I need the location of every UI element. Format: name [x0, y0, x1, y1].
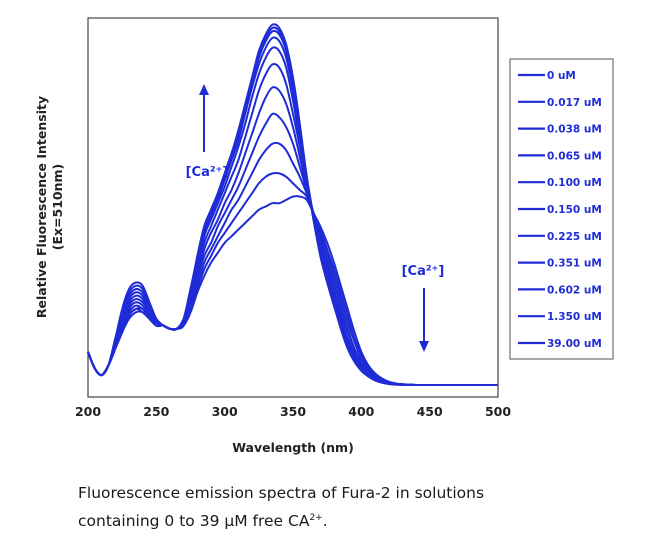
legend-label: 39.00 uM: [547, 338, 602, 350]
series-line-11: [87, 23, 498, 387]
y-axis-label-line2: (Ex=510nm): [50, 164, 65, 251]
legend-label: 0.100 uM: [547, 177, 602, 189]
figure-caption: Fluorescence emission spectra of Fura-2 …: [78, 481, 638, 534]
x-tick-label: 200: [75, 404, 101, 419]
x-tick-label: 300: [212, 404, 238, 419]
legend-label: 0 uM: [547, 70, 576, 82]
x-tick-label: 450: [417, 404, 443, 419]
x-axis-label: Wavelength (nm): [232, 440, 354, 455]
down-arrow-head-icon: [419, 341, 429, 352]
annotation-down-label: [Ca²⁺]: [402, 264, 445, 279]
series-line-1: [87, 195, 498, 387]
legend: 0 uM 0.017 uM 0.038 uM 0.065 uM 0.100 uM 0.15…: [518, 70, 602, 350]
x-axis-ticks: 200 250 300 350 400 450 500: [75, 404, 511, 419]
caption-line-1: Fluorescence emission spectra of Fura-2 …: [78, 484, 485, 502]
x-tick-label: 350: [280, 404, 306, 419]
annotation-down: [Ca²⁺]: [402, 264, 445, 352]
x-tick-label: 400: [348, 404, 374, 419]
legend-label: 0.065 uM: [547, 150, 602, 162]
legend-label: 0.351 uM: [547, 258, 602, 270]
x-tick-label: 250: [143, 404, 169, 419]
y-axis-label-line1: Relative Fluorescence Intensity: [34, 96, 49, 318]
legend-label: 0.017 uM: [547, 97, 602, 109]
caption-superscript: 2+: [309, 513, 323, 523]
annotation-up-label: [Ca²⁺]: [186, 165, 229, 180]
up-arrow-head-icon: [199, 84, 209, 95]
x-tick-label: 500: [485, 404, 511, 419]
legend-label: 0.602 uM: [547, 284, 602, 296]
caption-line-2: containing 0 to 39 µM free CA2+.: [78, 506, 638, 534]
fluorescence-chart: 200 250 300 350 400 450 500 Wavelength (nm) Re…: [34, 17, 614, 455]
legend-label: 0.038 uM: [547, 124, 602, 136]
spectra-curves: [87, 23, 498, 387]
legend-label: 0.225 uM: [547, 231, 602, 243]
legend-label: 0.150 uM: [547, 204, 602, 216]
annotation-up: [Ca²⁺]: [186, 84, 229, 180]
caption-line-2-text: containing 0 to 39 µM free CA: [78, 512, 310, 531]
legend-label: 1.350 uM: [547, 311, 602, 323]
caption-line-2-end: .: [322, 512, 328, 531]
